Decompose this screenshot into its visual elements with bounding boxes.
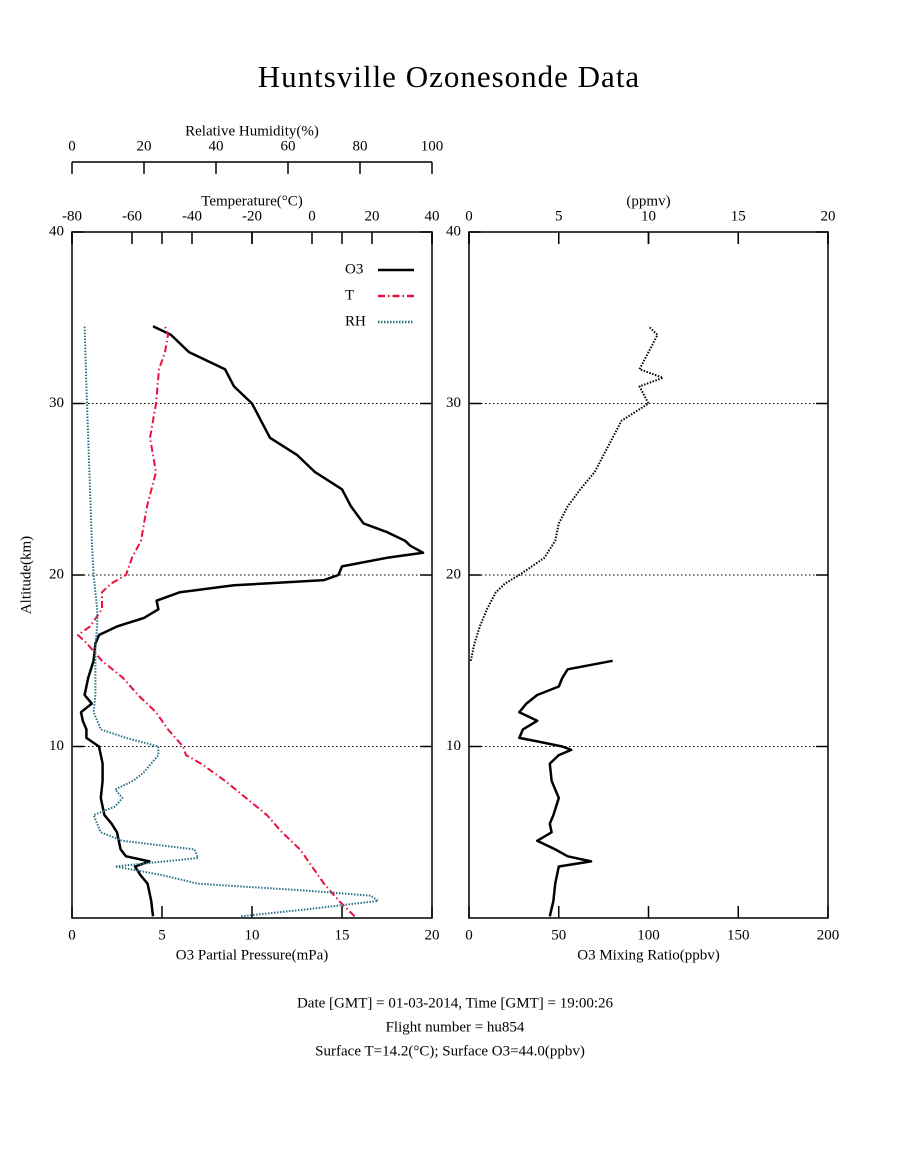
x-tick-label: 0 bbox=[68, 138, 76, 154]
x-tick-label: 0 bbox=[308, 208, 316, 224]
x-tick-label: 40 bbox=[425, 208, 440, 224]
y-tick-label: 40 bbox=[49, 223, 64, 239]
x-tick-label: 150 bbox=[727, 927, 750, 943]
x-axis-label: Temperature(°C) bbox=[201, 193, 303, 209]
y-tick-label: 10 bbox=[49, 738, 64, 754]
x-tick-label: 80 bbox=[353, 138, 368, 154]
x-axis-label: O3 Partial Pressure(mPa) bbox=[176, 947, 328, 963]
x-tick-label: -20 bbox=[242, 208, 262, 224]
x-tick-label: 0 bbox=[465, 927, 473, 943]
x-tick-label: 100 bbox=[637, 927, 660, 943]
x-tick-label: -60 bbox=[122, 208, 142, 224]
profile-line bbox=[83, 326, 379, 918]
legend-label: O3 bbox=[345, 261, 363, 277]
legend-label: T bbox=[345, 287, 354, 303]
profile-line bbox=[518, 659, 613, 917]
x-tick-label: 20 bbox=[365, 208, 380, 224]
x-tick-label: 20 bbox=[425, 927, 440, 943]
footer-line: Date [GMT] = 01-03-2014, Time [GMT] = 19… bbox=[297, 995, 614, 1011]
x-tick-label: 5 bbox=[158, 927, 166, 943]
x-axis-label: Relative Humidity(%) bbox=[185, 123, 319, 139]
footer-line: Surface T=14.2(°C); Surface O3=44.0(ppbv… bbox=[315, 1043, 585, 1059]
x-tick-label: 5 bbox=[555, 208, 563, 224]
y-axis-label: Altitude(km) bbox=[18, 536, 34, 614]
x-tick-label: 20 bbox=[137, 138, 152, 154]
y-tick-label: 40 bbox=[446, 223, 461, 239]
x-tick-label: 0 bbox=[465, 208, 473, 224]
x-tick-label: 10 bbox=[245, 927, 260, 943]
x-tick-label: -40 bbox=[182, 208, 202, 224]
profile-line bbox=[77, 325, 356, 918]
y-tick-label: 20 bbox=[446, 566, 461, 582]
y-tick-label: 30 bbox=[49, 395, 64, 411]
x-tick-label: 50 bbox=[551, 927, 566, 943]
chart-title: Huntsville Ozonesonde Data bbox=[258, 59, 640, 94]
x-tick-label: 40 bbox=[209, 138, 224, 154]
x-tick-label: 15 bbox=[731, 208, 746, 224]
x-tick-label: 0 bbox=[68, 927, 76, 943]
profile-line bbox=[79, 325, 425, 917]
x-tick-label: 15 bbox=[335, 927, 350, 943]
footer-line: Flight number = hu854 bbox=[386, 1019, 525, 1035]
x-tick-label: 20 bbox=[821, 208, 836, 224]
x-axis-label: (ppmv) bbox=[626, 193, 670, 209]
x-tick-label: 100 bbox=[421, 138, 444, 154]
x-tick-label: -80 bbox=[62, 208, 82, 224]
x-axis-label: O3 Mixing Ratio(ppbv) bbox=[577, 947, 720, 963]
legend-label: RH bbox=[345, 313, 366, 329]
profile-line bbox=[469, 325, 664, 662]
y-tick-label: 30 bbox=[446, 395, 461, 411]
x-tick-label: 200 bbox=[817, 927, 840, 943]
x-tick-label: 10 bbox=[641, 208, 656, 224]
y-tick-label: 20 bbox=[49, 566, 64, 582]
x-tick-label: 60 bbox=[281, 138, 296, 154]
y-tick-label: 10 bbox=[446, 738, 461, 754]
